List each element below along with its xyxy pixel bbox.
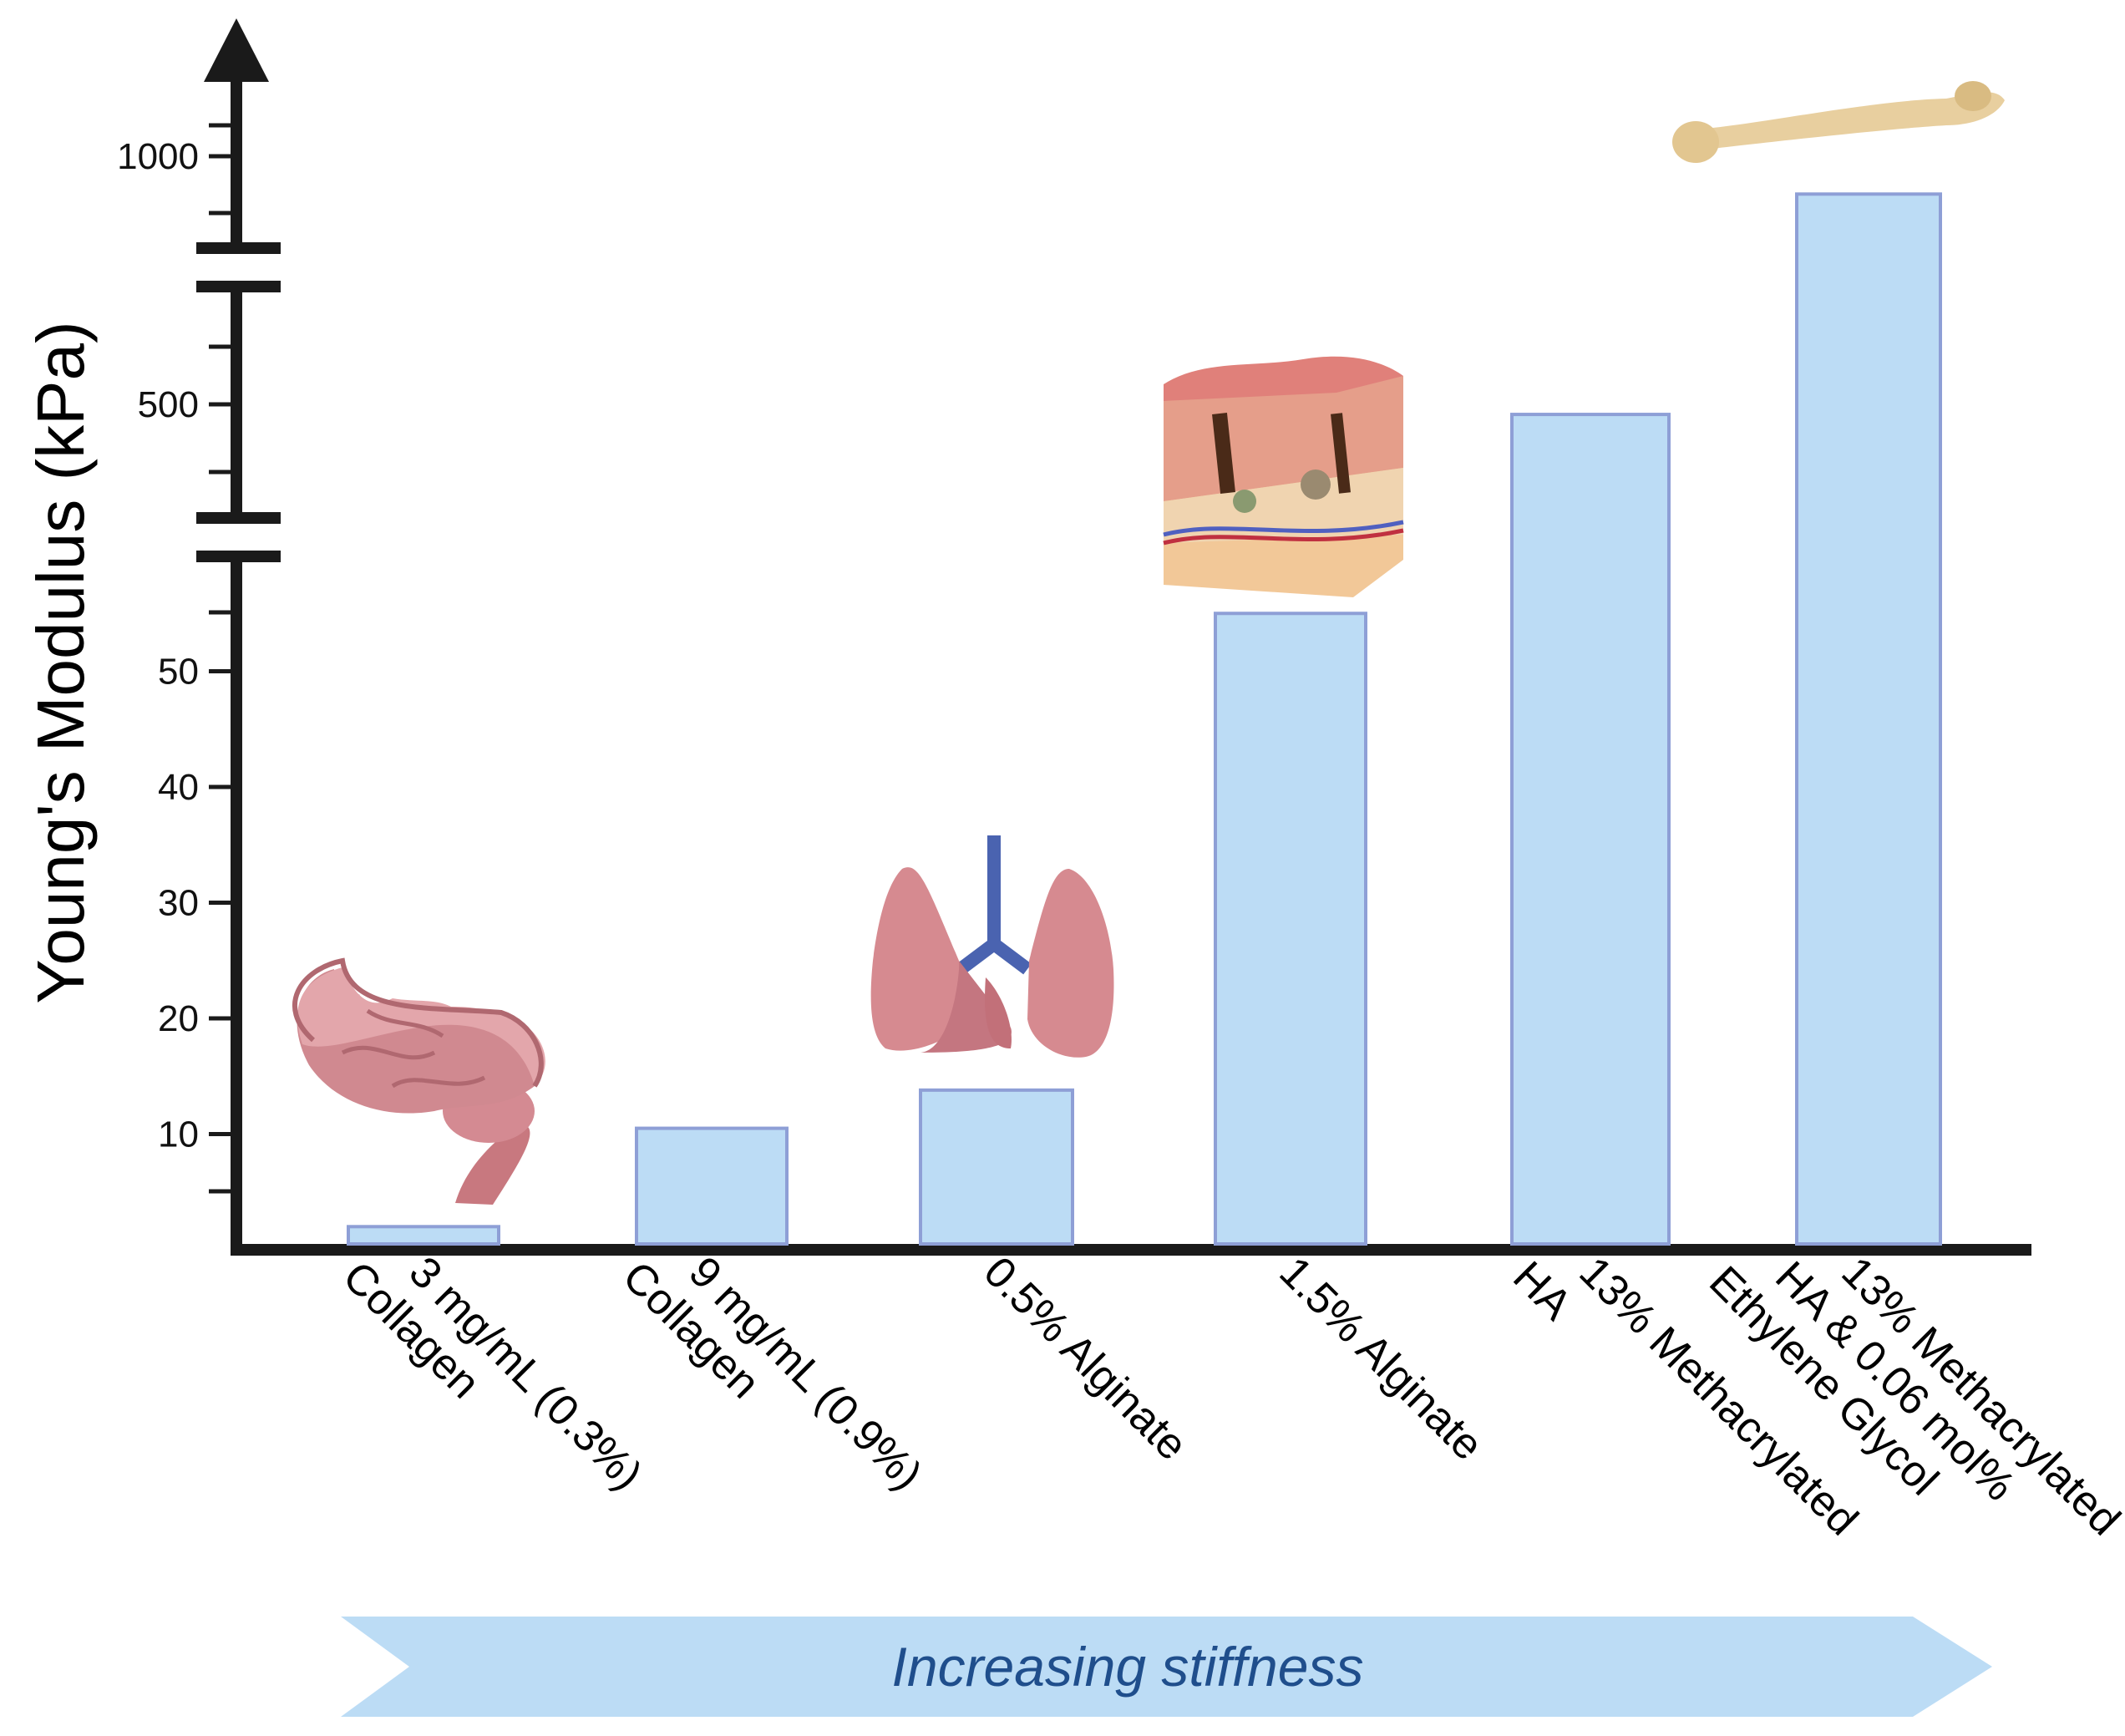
banner-label: Increasing stiffness xyxy=(892,1636,1364,1698)
x-category-label: 3 mg/mL (0.3%)Collagen xyxy=(333,1217,651,1535)
bar xyxy=(635,1126,789,1246)
y-tick-label: 20 xyxy=(158,998,199,1039)
x-category-label: 0.5% Alginate xyxy=(975,1247,1197,1470)
bar xyxy=(1795,192,1942,1246)
y-axis xyxy=(196,18,281,1250)
y-tick-label: 1000 xyxy=(117,136,199,177)
y-axis-title: Young's Modulus (kPa) xyxy=(23,321,98,1003)
x-category-label: 1.5% Alginate xyxy=(1270,1247,1493,1470)
bar xyxy=(919,1088,1074,1246)
bar xyxy=(1510,413,1671,1246)
bar xyxy=(347,1225,500,1246)
bone-icon xyxy=(1672,81,2005,163)
y-tick-label: 40 xyxy=(158,767,199,808)
category-label-line: HA xyxy=(1504,1252,1580,1329)
y-ticks: 10 20 30 40 50 500 1000 xyxy=(117,136,236,1155)
y-tick-label: 50 xyxy=(158,652,199,693)
x-category-label: 9 mg/mL (0.9%)Collagen xyxy=(613,1217,931,1535)
category-label-line: 1.5% Alginate xyxy=(1270,1247,1493,1470)
y-tick-label: 500 xyxy=(138,384,199,425)
increasing-stiffness-arrow xyxy=(341,1617,1992,1717)
y-axis-arrowhead xyxy=(204,18,269,82)
y-tick-label: 10 xyxy=(158,1114,199,1155)
bars xyxy=(347,192,1942,1246)
category-label-line: 0.5% Alginate xyxy=(975,1247,1197,1470)
y-tick-label: 30 xyxy=(158,883,199,924)
lung-icon xyxy=(870,835,1114,1058)
skin-icon xyxy=(1163,356,1404,597)
bar xyxy=(1214,612,1367,1246)
minor-ticks xyxy=(209,123,236,1194)
brain-icon xyxy=(292,957,545,1205)
